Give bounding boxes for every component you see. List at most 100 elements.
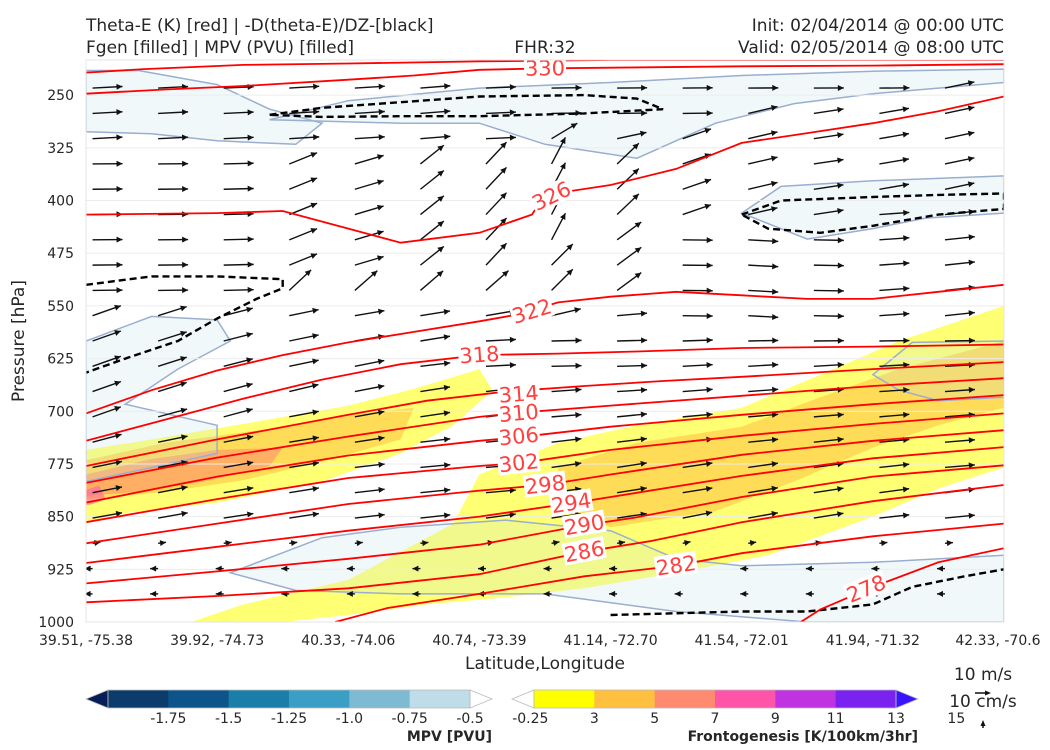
wind-vector-180 (879, 387, 910, 394)
y-tick-550: 550 (47, 299, 74, 315)
x-tick-7: 42.33, -70.6 (955, 633, 1040, 649)
wind-vector-277 (805, 565, 814, 572)
wind-vector-238 (92, 510, 123, 519)
wind-vector-119 (551, 268, 574, 291)
wind-vector-189 (551, 412, 582, 419)
wind-vector-156 (223, 357, 253, 367)
wind-vector-124 (879, 285, 910, 292)
x-axis-ticks: 39.51, -75.38 39.92, -74.73 40.33, -74.06 4… (39, 633, 1041, 649)
fgen-colorbar-swatch-1 (594, 690, 656, 708)
wind-vector-67 (813, 182, 844, 190)
theta-e-contour-314 (86, 361, 1004, 467)
wind-vector-42 (92, 160, 123, 167)
mpv-colorbar-swatch-1 (168, 690, 230, 708)
wind-vector-288 (609, 590, 618, 597)
mpv-colorbar-swatch-4 (349, 690, 411, 708)
wind-vector-130 (354, 308, 385, 317)
wind-vector-5 (420, 83, 451, 90)
wind-vector-253 (158, 540, 167, 547)
wind-vector-281 (150, 590, 159, 597)
wind-vector-284 (346, 590, 355, 597)
x-tick-0: 39.51, -75.38 (39, 633, 133, 649)
wind-vector-47 (419, 144, 445, 165)
wind-vector-50 (616, 142, 640, 165)
wind-vector-109 (813, 262, 844, 269)
mpv-colorbar-label-4: -0.75 (392, 711, 428, 727)
wind-vector-108 (748, 263, 779, 270)
wind-vector-84 (92, 236, 123, 243)
fgen-colorbar-swatch-4 (775, 690, 837, 708)
wind-vector-154 (92, 355, 122, 367)
fgen-region-3 (558, 341, 1004, 528)
wind-vector-68 (879, 182, 910, 190)
theta-e-contour-334 (86, 60, 1004, 74)
wind-vector-274 (609, 565, 618, 572)
wind-vector-90 (485, 217, 508, 241)
fgen-region-4 (86, 447, 283, 496)
wind-vector-210 (92, 459, 123, 469)
fgen-colorbar-extend-low (510, 689, 535, 709)
y-tick-400: 400 (47, 194, 74, 210)
wind-vector-276 (740, 565, 749, 572)
plot-area (86, 60, 1004, 622)
wind-vector-31 (289, 134, 320, 141)
wind-vector-165 (813, 361, 844, 368)
wind-vector-99 (158, 261, 189, 268)
wind-vector-27 (944, 105, 975, 115)
wind-vector-261 (682, 539, 691, 546)
wind-vector-145 (420, 334, 451, 342)
wind-vector-95 (813, 237, 844, 244)
wind-vector-89 (419, 220, 445, 241)
wind-vector-293 (936, 590, 945, 597)
title-left-line-1: Theta-E (K) [red] | -D(theta-E)/DZ-[blac… (85, 16, 434, 36)
wind-vector-190 (617, 411, 648, 418)
wind-vector-217 (551, 461, 582, 469)
wind-vector-8 (617, 84, 648, 91)
wind-vector-155 (157, 356, 187, 367)
x-tick-3: 40.74, -73.39 (432, 633, 526, 649)
wind-vector-271 (412, 565, 421, 572)
wind-vector-106 (616, 246, 642, 266)
wind-vector-43 (158, 160, 189, 167)
wind-vector-20 (485, 109, 516, 116)
wind-vector-215 (420, 462, 451, 469)
wind-vector-25 (813, 106, 844, 115)
wind-vector-59 (289, 177, 318, 190)
stability-contour-0 (269, 93, 664, 119)
wind-vector-171 (289, 383, 319, 393)
wind-vector-58 (223, 185, 254, 192)
wind-vector-193 (813, 411, 844, 418)
fgen-colorbar-swatch-3 (715, 690, 776, 708)
wind-key-horizontal-arrowhead (985, 690, 991, 696)
wind-vector-269 (281, 565, 290, 572)
wind-vector-163 (682, 362, 713, 369)
wind-vector-201 (420, 436, 451, 443)
wind-vector-17 (289, 108, 320, 115)
wind-vector-177 (682, 386, 713, 393)
wind-vector-93 (682, 237, 713, 244)
mpv-colorbar-swatch-0 (108, 690, 169, 708)
wind-vector-273 (543, 565, 552, 572)
mpv-colorbar-label-1: -1.5 (215, 711, 242, 727)
wind-vector-136 (748, 313, 779, 320)
fgen-colorbar-swatch-0 (534, 690, 595, 708)
plot-frame (85, 59, 1005, 623)
wind-vector-224 (92, 485, 123, 494)
wind-vector-4 (354, 83, 385, 90)
wind-vector-278 (871, 565, 880, 572)
wind-vector-100 (223, 261, 254, 268)
mpv-colorbar: -1.75 -1.5 -1.25 -1.0 -0.75 -0.5 -0.25 (84, 689, 548, 727)
wind-vector-153 (944, 337, 975, 344)
wind-vector-9 (682, 84, 713, 91)
fgen-colorbar-label-0: 3 (590, 711, 599, 727)
wind-vector-113 (158, 287, 189, 294)
wind-vector-173 (420, 384, 451, 393)
wind-vector-250 (879, 512, 910, 519)
mpv-region-5 (227, 519, 1004, 622)
frontogenesis-colorbar: 3 5 7 9 11 13 15 (510, 689, 965, 727)
y-tick-475: 475 (47, 246, 74, 262)
wind-vector-7 (551, 84, 582, 91)
wind-vector-18 (354, 108, 385, 115)
wind-vector-29 (158, 134, 189, 141)
wind-vector-66 (748, 180, 778, 190)
